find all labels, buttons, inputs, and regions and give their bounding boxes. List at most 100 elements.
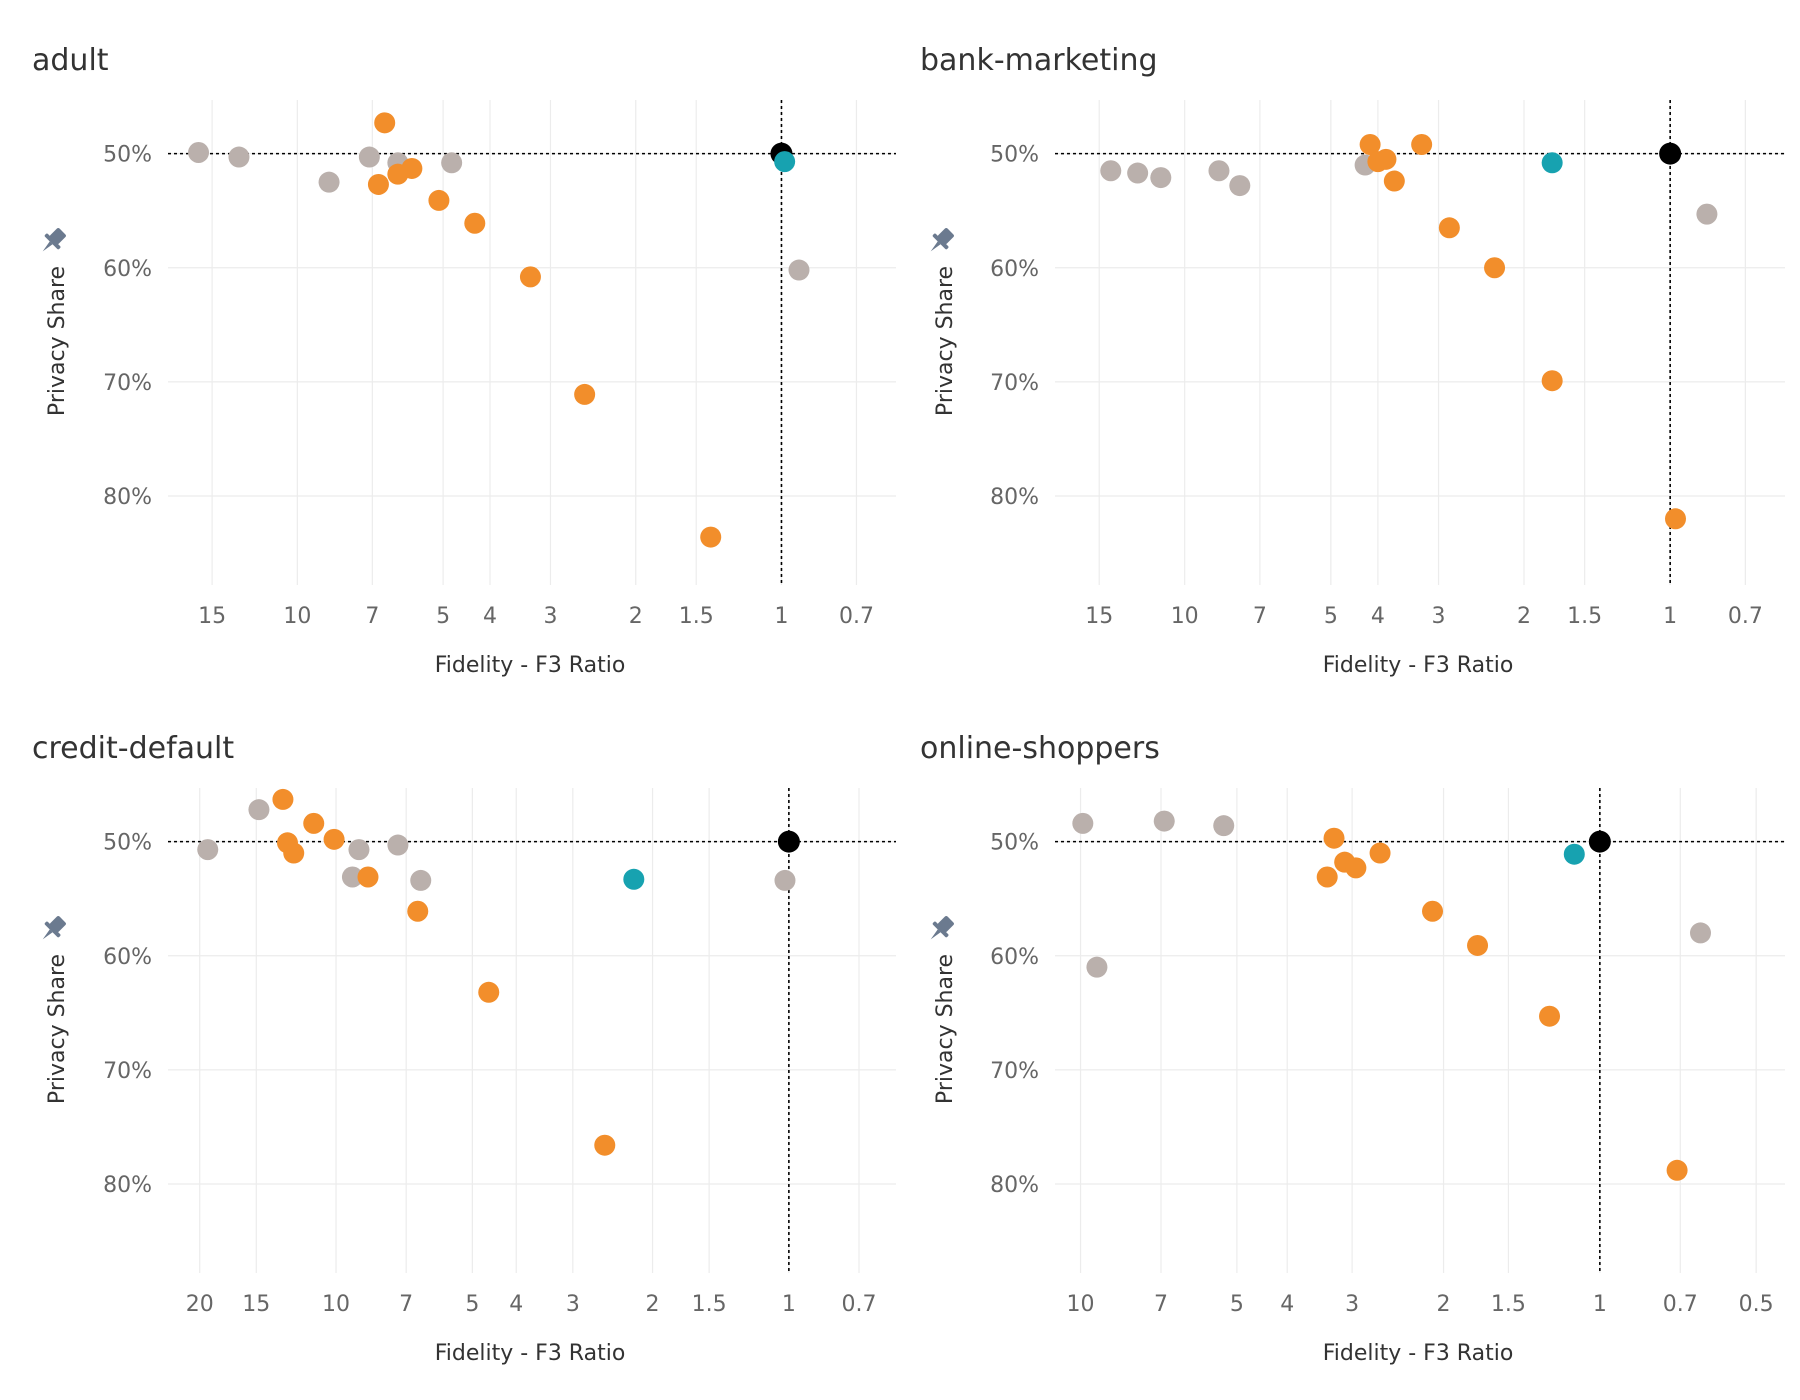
data-point-reference[interactable] [1588,830,1611,853]
data-point-synthetic[interactable] [1467,934,1489,956]
x-tick-label: 1.5 [1567,604,1602,629]
data-point-synthetic[interactable] [1323,827,1345,849]
data-point-highlight[interactable] [1563,843,1585,865]
data-point-synthetic[interactable] [1359,134,1381,156]
data-point-synthetic[interactable] [272,788,294,810]
data-point-synthetic[interactable] [1438,217,1460,239]
chart-panel-online-shoppers: online-shoppers Privacy Share Fidelity -… [920,731,1785,1366]
data-point-baseline[interactable] [788,259,810,281]
data-point-synthetic[interactable] [464,212,486,234]
data-point-baseline[interactable] [1229,175,1251,197]
data-point-reference[interactable] [1659,142,1682,165]
data-point-baseline[interactable] [1213,815,1235,837]
data-point-baseline[interactable] [1689,922,1711,944]
data-point-baseline[interactable] [358,146,380,168]
data-point-baseline[interactable] [318,171,340,193]
y-tick-label: 80% [103,1173,152,1198]
x-tick-label: 5 [1324,604,1338,629]
data-point-synthetic[interactable] [283,842,305,864]
data-point-baseline[interactable] [348,839,370,861]
data-point-synthetic[interactable] [357,866,379,888]
data-point-synthetic[interactable] [303,812,325,834]
y-tick-label: 50% [103,831,152,856]
data-point-synthetic[interactable] [1664,508,1686,530]
data-point-baseline[interactable] [1696,203,1718,225]
data-point-baseline[interactable] [188,141,210,163]
x-tick-label: 15 [242,1292,270,1317]
x-tick-label: 2 [1517,604,1531,629]
panel-title: adult [32,43,109,78]
data-point-synthetic[interactable] [1369,842,1391,864]
plot-area: 15 10 7 5 4 3 2 1.5 1 0.7 50% 60% 70% 80% [990,100,1785,629]
data-point-baseline[interactable] [387,834,409,856]
data-point-baseline[interactable] [197,839,219,861]
data-point-synthetic[interactable] [401,157,423,179]
data-point-synthetic[interactable] [700,526,722,548]
y-tick-label: 70% [103,1059,152,1084]
data-point-highlight[interactable] [774,151,796,173]
y-tick-label: 80% [103,485,152,510]
data-point-baseline[interactable] [1153,810,1175,832]
x-axis-title: Fidelity - F3 Ratio [1323,1341,1514,1366]
panel-title: credit-default [32,731,234,766]
data-point-highlight[interactable] [623,868,645,890]
x-tick-label: 0.7 [842,1292,877,1317]
data-point-baseline[interactable] [441,152,463,174]
data-point-synthetic[interactable] [1666,1159,1688,1181]
x-tick-label: 2 [646,1292,660,1317]
data-point-synthetic[interactable] [1316,866,1338,888]
data-point-synthetic[interactable] [1539,1005,1561,1027]
y-tick-label: 60% [990,945,1039,970]
y-tick-label: 50% [990,831,1039,856]
data-point-synthetic[interactable] [594,1134,616,1156]
data-point-baseline[interactable] [248,799,270,821]
data-point-highlight[interactable] [1541,152,1563,174]
x-tick-label: 1.5 [1491,1292,1526,1317]
data-point-synthetic[interactable] [407,900,429,922]
data-point-synthetic[interactable] [1541,370,1563,392]
y-tick-label: 70% [103,371,152,396]
x-tick-label: 0.5 [1739,1292,1774,1317]
data-point-baseline[interactable] [1100,160,1122,182]
x-tick-label: 5 [1230,1292,1244,1317]
data-point-synthetic[interactable] [1345,857,1367,879]
plot-area: 10 7 5 4 3 2 1.5 1 0.7 0.5 50% 60% 70% 80% [990,788,1785,1317]
data-point-synthetic[interactable] [1411,134,1433,156]
data-point-baseline[interactable] [1072,812,1094,834]
data-point-synthetic[interactable] [574,383,596,405]
data-point-synthetic[interactable] [428,189,450,211]
data-point-baseline[interactable] [228,146,250,168]
data-point-baseline[interactable] [1127,162,1149,184]
plot-area: 20 15 10 7 5 4 3 2 1.5 1 0.7 50% 60% 70% 80% [103,788,896,1317]
data-point-synthetic[interactable] [1484,257,1506,279]
y-tick-label: 80% [990,485,1039,510]
data-point-baseline[interactable] [410,869,432,891]
data-point-baseline[interactable] [774,869,796,891]
data-point-synthetic[interactable] [367,173,389,195]
data-point-baseline[interactable] [341,866,363,888]
data-point-baseline[interactable] [1150,167,1172,189]
x-tick-label: 1 [1663,604,1677,629]
data-point-baseline[interactable] [1208,160,1230,182]
data-point-baseline[interactable] [1086,956,1108,978]
data-point-reference[interactable] [777,830,800,853]
y-tick-label: 80% [990,1173,1039,1198]
x-tick-label: 4 [1280,1292,1294,1317]
data-point-synthetic[interactable] [478,981,500,1003]
chart-panel-bank-marketing: bank-marketing Privacy Share Fidelity - … [920,43,1785,678]
data-point-synthetic[interactable] [1422,900,1444,922]
x-tick-label: 1.5 [692,1292,727,1317]
pin-icon [930,916,954,940]
x-tick-label: 0.7 [839,604,874,629]
data-point-synthetic[interactable] [323,828,345,850]
data-point-synthetic[interactable] [1383,170,1405,192]
data-point-synthetic[interactable] [374,112,396,134]
data-point-synthetic[interactable] [519,266,541,288]
y-tick-label: 50% [990,143,1039,168]
x-tick-label: 3 [543,604,557,629]
x-tick-label: 1 [1593,1292,1607,1317]
y-tick-label: 50% [103,143,152,168]
y-axis-title: Privacy Share [933,266,958,416]
data-point-synthetic[interactable] [1375,148,1397,170]
x-axis-title: Fidelity - F3 Ratio [435,1341,626,1366]
